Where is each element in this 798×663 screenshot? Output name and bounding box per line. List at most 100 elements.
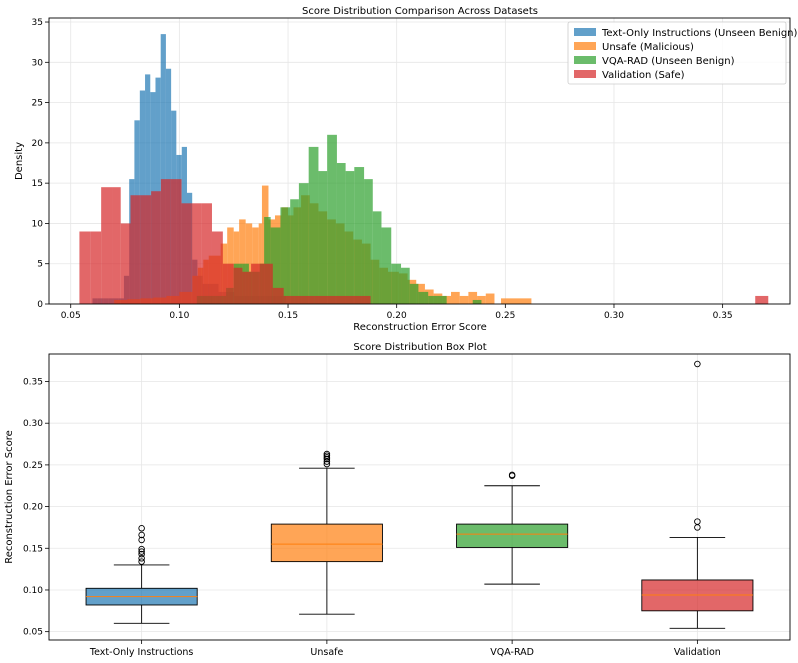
boxplot-axes-frame — [48, 353, 791, 641]
histogram-bar-validation-safe-8 — [160, 179, 171, 304]
histogram-bar-vqa-rad-unseen-benign-24 — [409, 283, 419, 304]
boxplot-outlier-text-only-instructions-1 — [138, 555, 145, 562]
boxplot-y-tick-label-2: 0.15 — [23, 544, 43, 554]
legend-label-validation: Validation (Safe) — [602, 70, 685, 81]
histogram-bar-vqa-rad-unseen-benign-8 — [264, 216, 271, 304]
histogram-x-tick-label-1: 0.10 — [169, 311, 189, 321]
histogram-bar-validation-safe-23 — [314, 295, 371, 304]
histogram-bar-unsafe-malicious-44 — [485, 293, 495, 304]
boxplot-y-tick-label-4: 0.25 — [23, 461, 43, 471]
histogram-bar-validation-safe-1 — [90, 231, 102, 304]
boxplot-outlier-unsafe-0 — [323, 460, 331, 468]
histogram-y-tick-label-5: 25 — [32, 99, 43, 109]
boxplot-y-tick-label-1: 0.10 — [23, 586, 43, 596]
histogram-bar-vqa-rad-unseen-benign-26 — [428, 295, 438, 304]
histogram-y-ticks: 0 5 10 15 20 25 30 35 — [32, 18, 49, 310]
legend-swatch-validation — [574, 70, 596, 78]
boxplot-outlier-unsafe-3 — [323, 454, 331, 461]
boxplot-outlier-text-only-instructions-5 — [138, 536, 145, 544]
boxplot-outlier-text-only-instructions-4 — [138, 545, 145, 553]
histogram-bar-validation-safe-15 — [233, 267, 243, 304]
histogram-x-tick-label-3: 0.20 — [387, 311, 407, 321]
histogram-bar-validation-safe-13 — [211, 231, 223, 304]
histogram-bar-validation-safe-20 — [283, 295, 295, 304]
boxplot-x-tick-label-vqa-rad: VQA-RAD — [490, 647, 534, 658]
histogram-x-tick-label-6: 0.35 — [713, 311, 733, 321]
histogram-bar-validation-safe-17 — [251, 263, 262, 304]
boxplot-outlier-vqa-rad-1 — [508, 471, 516, 479]
histogram-y-tick-label-0: 0 — [37, 300, 43, 310]
boxplot-outlier-text-only-instructions-6 — [138, 531, 145, 539]
histogram-y-tick-label-7: 35 — [32, 18, 43, 28]
boxplot-chart: Score Distribution Box Plot 0.05 0.10 0.15… — [4, 342, 791, 658]
boxplot-outlier-unsafe-5 — [323, 450, 331, 458]
boxplot-y-tick-label-3: 0.20 — [23, 503, 43, 513]
boxplot-x-tick-label-validation: Validation — [674, 647, 721, 658]
histogram-bar-vqa-rad-unseen-benign-27 — [437, 295, 447, 304]
histogram-x-tick-label-5: 0.30 — [604, 311, 624, 321]
boxplot-y-tick-label-0: 0.05 — [23, 628, 43, 638]
histogram-bar-unsafe-malicious-13 — [239, 219, 246, 304]
histogram-bar-vqa-rad-unseen-benign-17 — [345, 171, 355, 304]
boxplot-boxes — [85, 360, 754, 629]
histogram-x-tick-label-4: 0.25 — [495, 311, 515, 321]
histogram-bar-validation-safe-6 — [140, 195, 152, 304]
boxplot-outlier-text-only-instructions-0 — [138, 558, 145, 565]
boxplot-x-tick-label-unsafe: Unsafe — [310, 647, 343, 658]
legend-label-unsafe: Unsafe (Malicious) — [602, 42, 694, 53]
histogram-bar-vqa-rad-unseen-benign-16 — [336, 163, 346, 304]
histogram-bar-validation-safe-21 — [294, 295, 306, 304]
histogram-bar-vqa-rad-unseen-benign-15 — [327, 134, 337, 304]
histogram-bar-validation-safe-24 — [755, 295, 769, 304]
boxplot-outlier-unsafe-2 — [323, 455, 331, 463]
histogram-y-tick-label-3: 15 — [32, 179, 43, 189]
histogram-bar-vqa-rad-unseen-benign-22 — [391, 263, 402, 304]
boxplot-outlier-text-only-instructions-2 — [138, 550, 145, 558]
histogram-y-label: Density — [14, 142, 25, 180]
boxplot-y-tick-label-6: 0.35 — [23, 378, 43, 388]
histogram-bar-vqa-rad-unseen-benign-25 — [418, 291, 429, 304]
histogram-bar-validation-safe-4 — [120, 223, 131, 304]
histogram-bar-vqa-rad-unseen-benign-11 — [290, 199, 299, 304]
legend-swatch-vqa-rad — [574, 56, 596, 64]
histogram-bar-vqa-rad-unseen-benign-12 — [298, 183, 309, 304]
boxplot-outlier-text-only-instructions-7 — [138, 525, 145, 532]
histogram-x-ticks: 0.05 0.10 0.15 0.20 0.25 0.30 0.35 — [61, 304, 733, 321]
histogram-chart: Score Distribution Comparison Across Dat… — [14, 6, 798, 333]
boxplot-outlier-text-only-instructions-3 — [138, 548, 145, 555]
histogram-bar-validation-safe-12 — [201, 203, 212, 304]
histogram-bar-vqa-rad-unseen-benign-9 — [270, 227, 281, 304]
histogram-y-tick-label-6: 30 — [32, 58, 44, 68]
histogram-bar-validation-safe-0 — [79, 231, 91, 304]
histogram-bar-unsafe-malicious-45 — [500, 298, 506, 304]
histogram-bar-validation-safe-9 — [170, 179, 182, 304]
histogram-title: Score Distribution Comparison Across Dat… — [302, 6, 538, 17]
histogram-bar-text-only-instructions-unseen-benign-13 — [160, 34, 166, 305]
histogram-bar-vqa-rad-unseen-benign-21 — [381, 227, 392, 304]
histogram-bar-validation-safe-22 — [305, 295, 315, 304]
boxplot-title: Score Distribution Box Plot — [353, 342, 486, 353]
histogram-bar-vqa-rad-unseen-benign-13 — [308, 146, 319, 304]
boxplot-x-ticks: Text-Only Instructions Unsafe VQA-RAD Valid… — [89, 640, 721, 658]
histogram-bar-validation-safe-14 — [222, 263, 234, 304]
histogram-bar-vqa-rad-unseen-benign-20 — [372, 211, 382, 304]
histogram-bar-vqa-rad-unseen-benign-14 — [318, 171, 328, 304]
histogram-bar-validation-safe-11 — [191, 203, 202, 304]
histogram-bar-validation-safe-7 — [151, 191, 161, 304]
legend-frame — [567, 21, 787, 85]
histogram-bar-unsafe-malicious-42 — [468, 291, 478, 304]
histogram-y-tick-label-2: 10 — [32, 219, 44, 229]
histogram-x-tick-label-2: 0.15 — [278, 311, 298, 321]
histogram-bar-vqa-rad-unseen-benign-28 — [472, 299, 482, 304]
boxplot-group-text-only-instructions — [85, 525, 198, 624]
histogram-bar-text-only-instructions-unseen-benign-12 — [155, 77, 161, 304]
histogram-bar-validation-safe-10 — [181, 203, 192, 304]
boxplot-x-tick-label-text-only-instructions: Text-Only Instructions — [89, 647, 194, 658]
boxplot-group-validation — [641, 360, 754, 629]
histogram-bar-validation-safe-19 — [272, 287, 284, 304]
histogram-bar-validation-safe-16 — [242, 271, 252, 304]
histogram-bar-text-only-instructions-unseen-benign-10 — [145, 74, 151, 304]
histogram-bar-validation-safe-5 — [130, 195, 141, 304]
histogram-bars — [79, 34, 769, 305]
histogram-bar-validation-safe-18 — [261, 263, 273, 304]
